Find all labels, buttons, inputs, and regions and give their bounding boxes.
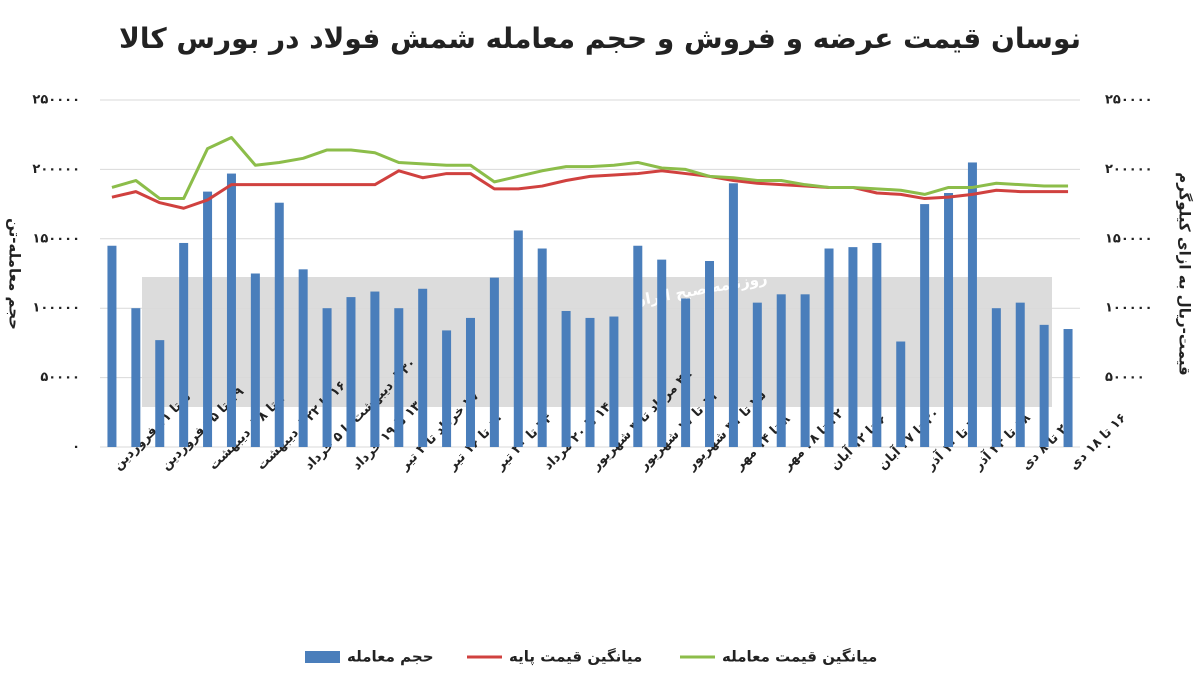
line <box>111 135 1069 201</box>
y-axis-label: حجم معامله-تن <box>6 218 24 330</box>
bar <box>322 308 332 447</box>
bar <box>537 248 547 447</box>
legend-label: میانگین قیمت معامله <box>722 648 877 666</box>
bar <box>920 204 930 447</box>
bar <box>155 340 165 447</box>
bar <box>226 173 236 447</box>
bar <box>1039 324 1049 447</box>
bar <box>203 191 213 447</box>
bar <box>848 247 858 447</box>
y2-tick-label: ۵۰۰۰۰ <box>1105 370 1145 385</box>
y-tick-label: ۵۰۰۰۰ <box>40 370 80 385</box>
y2-tick-label: ۲۰۰۰۰۰ <box>1105 162 1153 177</box>
y-tick-label: ۰ <box>72 440 80 455</box>
bar <box>872 242 882 447</box>
chart-title: نوسان قیمت عرضه و فروش و حجم معامله شمش … <box>119 22 1081 55</box>
bar <box>824 248 834 447</box>
bar <box>991 308 1001 447</box>
legend-swatch <box>305 651 340 663</box>
bar <box>465 317 475 447</box>
bar <box>418 288 428 447</box>
bar <box>442 330 452 447</box>
bar <box>800 294 810 447</box>
y-tick-label: ۱۵۰۰۰۰ <box>32 231 80 246</box>
bar <box>179 242 189 447</box>
bar <box>274 202 284 447</box>
y-tick-label: ۱۰۰۰۰۰ <box>32 301 80 316</box>
bar <box>1015 302 1025 447</box>
bar <box>370 291 380 447</box>
bar <box>107 245 117 447</box>
legend-label: میانگین قیمت پایه <box>509 648 642 667</box>
bar <box>346 297 356 447</box>
y2-tick-label: ۱۵۰۰۰۰ <box>1105 231 1153 246</box>
y2-axis-label: قیمت-ریال به ازای کیلوگرم <box>1176 172 1194 376</box>
bar <box>513 230 523 447</box>
bar <box>1063 329 1073 447</box>
legend-label: حجم معامله <box>347 648 434 666</box>
y2-tick-label: ۲۵۰۰۰۰ <box>1105 93 1153 108</box>
bar <box>394 308 404 447</box>
x-tick-label: ۱۶ تا ۱۸ دی <box>1067 411 1130 474</box>
bar <box>585 317 595 447</box>
line <box>111 169 1069 210</box>
bar <box>609 316 619 447</box>
bar <box>250 273 260 447</box>
y2-tick-label: ۰ <box>1105 440 1113 455</box>
bar <box>681 298 691 447</box>
y2-tick-label: ۱۰۰۰۰۰ <box>1105 301 1153 316</box>
bar <box>752 302 762 447</box>
bar <box>896 341 906 447</box>
y-tick-label: ۲۵۰۰۰۰ <box>32 93 80 108</box>
bar <box>967 162 977 447</box>
bar <box>705 261 715 447</box>
bar <box>776 294 786 447</box>
bar <box>728 183 738 447</box>
y-tick-label: ۲۰۰۰۰۰ <box>32 162 80 177</box>
bar <box>489 277 499 447</box>
bar <box>131 308 141 447</box>
bar <box>944 192 954 447</box>
bar <box>298 269 308 447</box>
bar <box>561 310 571 447</box>
bar <box>633 245 643 447</box>
bar <box>657 259 667 447</box>
